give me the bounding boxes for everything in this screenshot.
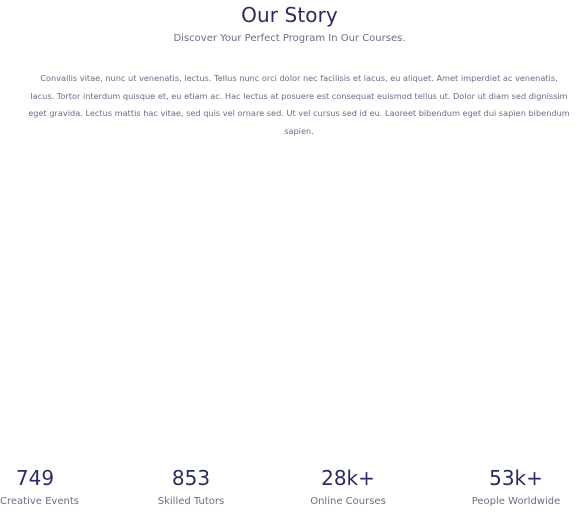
stat-label: People Worldwide bbox=[471, 496, 561, 507]
stat-creative-events: 749 Creative Events bbox=[0, 463, 79, 509]
stat-people-worldwide: 53k+ People Worldwide bbox=[468, 463, 564, 509]
stat-value: 853 bbox=[171, 466, 211, 490]
stat-value: 749 bbox=[15, 466, 55, 490]
stat-label: Online Courses bbox=[310, 496, 386, 507]
stat-label: Creative Events bbox=[0, 496, 79, 507]
story-paragraph: Convallis vitae, nunc ut venenatis, lect… bbox=[28, 73, 570, 136]
stat-value: 28k+ bbox=[321, 466, 375, 490]
section-title: Our Story bbox=[241, 3, 338, 27]
stat-skilled-tutors: 853 Skilled Tutors bbox=[156, 463, 226, 509]
stat-online-courses: 28k+ Online Courses bbox=[306, 463, 390, 509]
stat-value: 53k+ bbox=[489, 466, 543, 490]
stat-label: Skilled Tutors bbox=[157, 496, 225, 507]
section-subtitle: Discover Your Perfect Program In Our Cou… bbox=[173, 33, 406, 44]
stats-row: 749 Creative Events 853 Skilled Tutors 2… bbox=[0, 463, 579, 512]
